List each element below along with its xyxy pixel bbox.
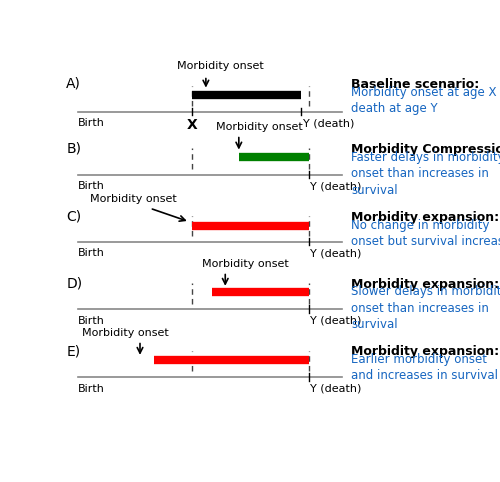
Text: Slower delays in morbidity
onset than increases in
survival: Slower delays in morbidity onset than in… — [351, 285, 500, 331]
Text: Morbidity onset: Morbidity onset — [216, 122, 302, 132]
Text: Morbidity onset: Morbidity onset — [82, 328, 168, 338]
Text: A): A) — [66, 77, 81, 91]
Text: Faster delays in morbidity
onset than increases in
survival: Faster delays in morbidity onset than in… — [351, 150, 500, 197]
Text: D): D) — [66, 277, 82, 291]
Text: Birth: Birth — [78, 384, 105, 394]
Text: Y (death): Y (death) — [303, 119, 354, 128]
Text: Earlier morbidity onset
and increases in survival: Earlier morbidity onset and increases in… — [351, 353, 498, 382]
Text: X: X — [187, 119, 198, 133]
Text: Y (death): Y (death) — [310, 181, 362, 191]
Text: Morbidity onset: Morbidity onset — [90, 194, 176, 204]
Text: Birth: Birth — [78, 248, 105, 258]
Text: C): C) — [66, 210, 82, 224]
Text: Y (death): Y (death) — [310, 384, 362, 394]
Text: Morbidity onset: Morbidity onset — [177, 61, 264, 71]
Text: Morbidity expansion:: Morbidity expansion: — [351, 211, 500, 224]
Text: B): B) — [66, 142, 82, 156]
Text: Morbidity Compression:: Morbidity Compression: — [351, 143, 500, 156]
Text: Morbidity onset: Morbidity onset — [202, 259, 289, 269]
Text: Morbidity onset at age X and
death at age Y: Morbidity onset at age X and death at ag… — [351, 86, 500, 115]
Text: No change in morbidity
onset but survival increases: No change in morbidity onset but surviva… — [351, 218, 500, 248]
Text: Morbidity expansion:: Morbidity expansion: — [351, 346, 500, 359]
Text: Birth: Birth — [78, 181, 105, 191]
Text: Y (death): Y (death) — [310, 316, 362, 326]
Text: Birth: Birth — [78, 119, 105, 128]
Text: Y (death): Y (death) — [310, 248, 362, 258]
Text: Baseline scenario:: Baseline scenario: — [351, 78, 480, 91]
Text: Birth: Birth — [78, 316, 105, 326]
Text: Morbidity expansion:: Morbidity expansion: — [351, 278, 500, 291]
Text: E): E) — [66, 344, 80, 358]
